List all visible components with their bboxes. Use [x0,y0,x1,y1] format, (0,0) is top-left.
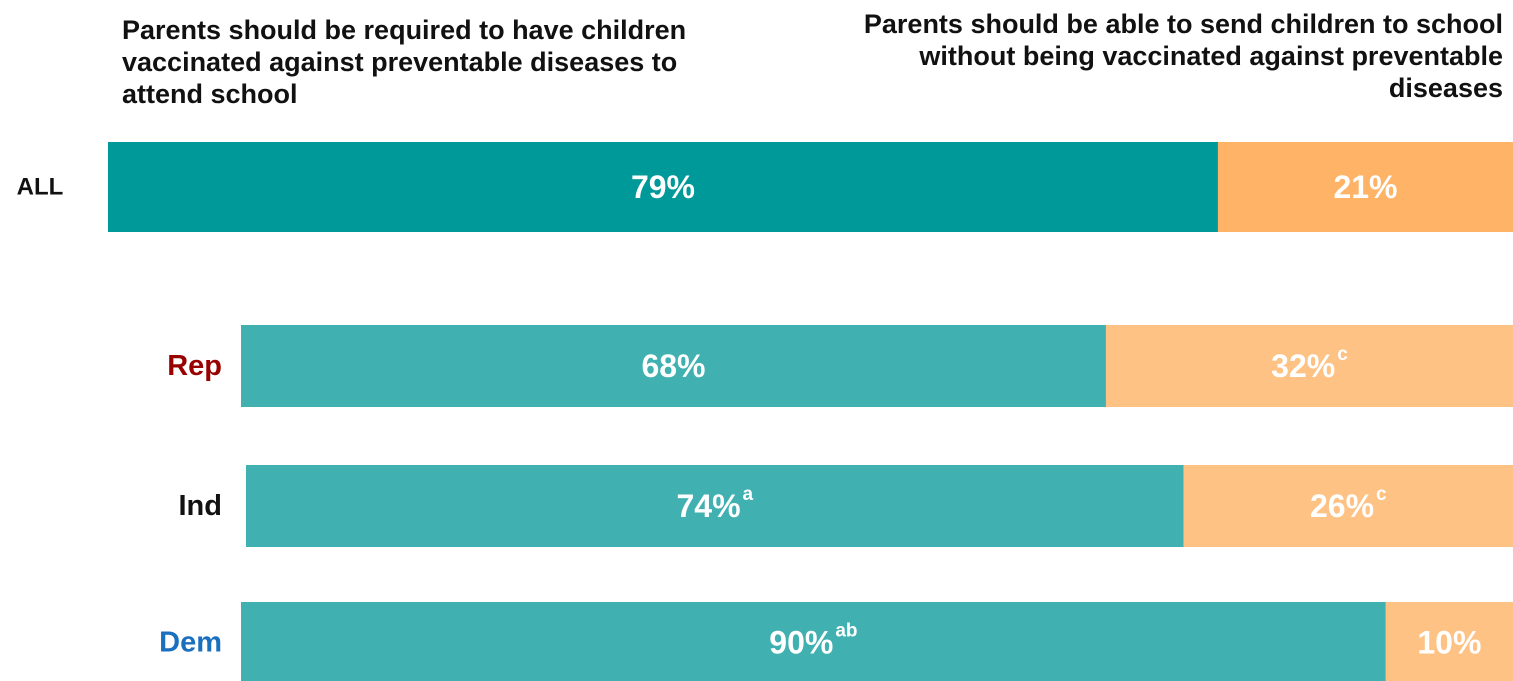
data-label-dem-not-required: 10% [1417,625,1481,661]
bar-rep-required [241,325,1106,407]
series-label-required: Parents should be required to have child… [122,15,687,109]
bar-rep-not-required [1105,325,1513,407]
category-label-rep: Rep [167,350,222,382]
bar-dem-required [241,602,1386,681]
data-label-rep-not-required: 32% c [1271,344,1348,385]
bar-ind-required [246,465,1184,547]
category-label-ind: Ind [179,490,223,522]
data-label-rep-required: 68% [641,348,705,384]
category-label-dem: Dem [159,627,222,659]
bar-dem-not-required [1385,602,1513,681]
data-label-all-required: 79% [631,169,695,205]
data-label-dem-required: 90% ab [769,620,857,661]
bar-all-not-required [1217,142,1513,232]
category-label-all: ALL [17,174,64,201]
data-label-ind-required: 74% a [676,484,753,525]
bar-ind-not-required [1183,465,1513,547]
data-label-ind-not-required: 26% c [1310,484,1387,525]
bar-all-required [108,142,1218,232]
series-label-not-required: Parents should be able to send children … [863,9,1503,103]
data-label-all-not-required: 21% [1333,169,1397,205]
